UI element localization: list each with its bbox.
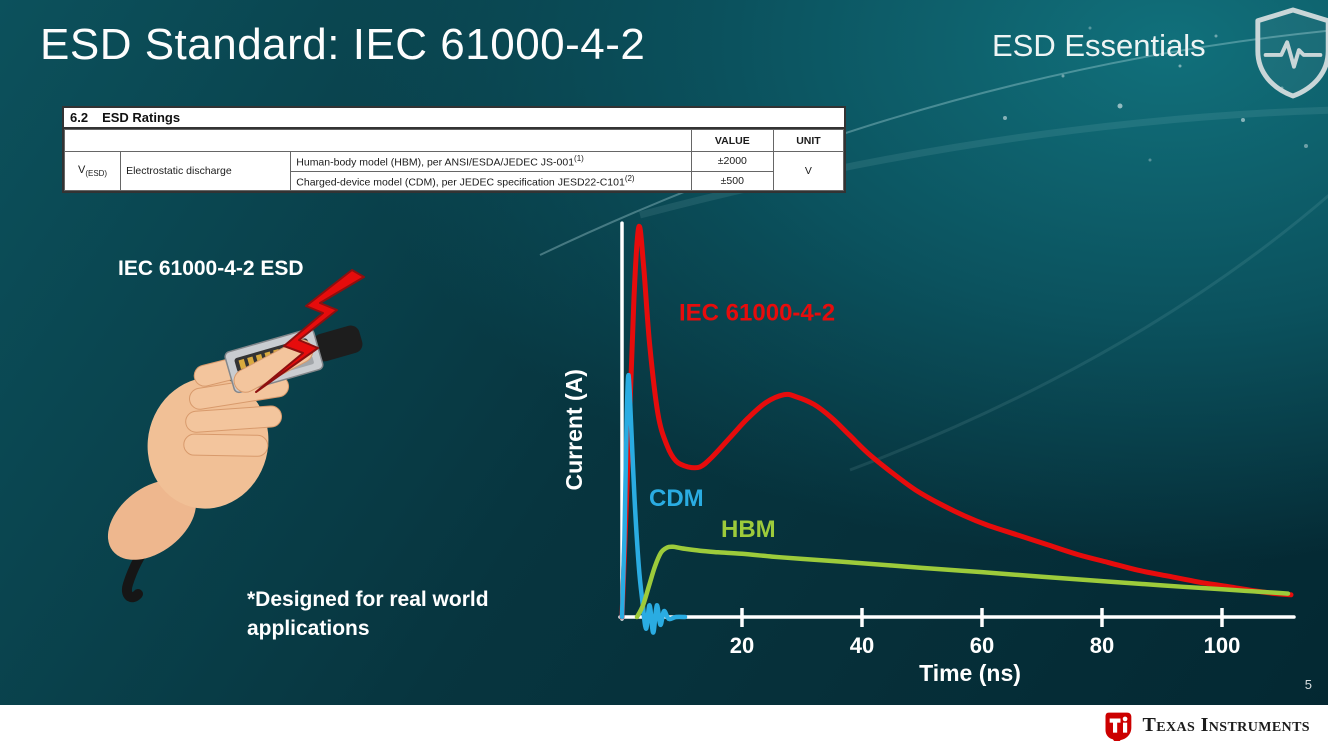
ti-wordmark: Texas Instruments xyxy=(1142,714,1310,736)
series-cdm xyxy=(619,372,688,635)
value-cell: ±2000 xyxy=(690,151,774,172)
annotation-cdm: CDM xyxy=(649,485,704,512)
brand-wordmark: ESD Essentials xyxy=(992,28,1206,63)
col-header-value: VALUE xyxy=(690,129,774,152)
table-header-row: VALUE UNIT xyxy=(64,129,845,152)
illustration-label: IEC 61000-4-2 ESD xyxy=(118,257,304,280)
section-number: 6.2 xyxy=(70,110,89,125)
lightning-bolt-icon xyxy=(255,269,365,393)
strain-relief xyxy=(312,325,363,362)
esd-ratings-table: 6.2 ESD Ratings VALUE UNIT V(ESD) Electro… xyxy=(62,106,846,193)
x-tick-label: 100 xyxy=(1204,633,1241,658)
hand xyxy=(107,347,290,560)
esd-shield-icon xyxy=(1255,7,1328,99)
annotation-hbm: HBM xyxy=(721,516,776,543)
ratings-table: VALUE UNIT V(ESD) Electrostatic discharg… xyxy=(63,129,845,191)
heartbeat-pulse-icon xyxy=(1263,40,1323,69)
shield-outline xyxy=(1255,7,1328,99)
x-tick-label: 40 xyxy=(850,633,874,658)
footnote-ref: (2) xyxy=(624,173,635,183)
x-tick-label: 60 xyxy=(970,633,994,658)
blank-header-cell xyxy=(64,129,692,152)
symbol-subscript: (ESD) xyxy=(85,169,108,179)
condition-cell: Human-body model (HBM), per ANSI/ESDA/JE… xyxy=(290,151,692,172)
table-caption: 6.2 ESD Ratings xyxy=(64,108,844,129)
finger xyxy=(183,433,269,457)
footer-bar: Texas Instruments xyxy=(0,705,1328,746)
x-tick-label: 20 xyxy=(730,633,754,658)
annotation-iec-61000-4-2: IEC 61000-4-2 xyxy=(679,300,835,327)
hand-esd-illustration xyxy=(107,269,365,603)
condition-text: Human-body model (HBM), per ANSI/ESDA/JE… xyxy=(296,156,575,169)
footnote: *Designed for real world applications xyxy=(247,588,489,641)
symbol-main: V xyxy=(77,163,86,176)
section-title: ESD Ratings xyxy=(102,110,181,125)
footnote-ref: (1) xyxy=(574,154,584,163)
series-iec-61000-4-2 xyxy=(619,223,1294,620)
parameter-cell: Electrostatic discharge xyxy=(120,151,292,191)
col-header-unit: UNIT xyxy=(772,129,845,152)
condition-cell: Charged-device model (CDM), per JEDEC sp… xyxy=(290,170,692,191)
symbol-cell: V(ESD) xyxy=(63,151,122,191)
page-number: 5 xyxy=(1304,677,1312,692)
ti-logo xyxy=(1105,712,1132,741)
esd-waveform-chart: 20 40 60 80 100 Time (ns) Current (A) IEC 61000… xyxy=(561,221,1296,686)
unit-cell: V xyxy=(772,151,845,191)
table-row: V(ESD) Electrostatic discharge Human-bod… xyxy=(63,151,845,191)
condition-text: Charged-device model (CDM), per JEDEC sp… xyxy=(296,176,625,188)
x-axis-title: Time (ns) xyxy=(919,660,1021,686)
x-tick-label: 80 xyxy=(1090,633,1114,658)
slide-title: ESD Standard: IEC 61000-4-2 xyxy=(40,20,646,69)
series-hbm xyxy=(634,544,1291,620)
finger xyxy=(185,405,283,433)
value-cell: ±500 xyxy=(690,170,774,191)
y-axis-title: Current (A) xyxy=(561,369,587,490)
table-row: Charged-device model (CDM), per JEDEC sp… xyxy=(65,170,844,191)
